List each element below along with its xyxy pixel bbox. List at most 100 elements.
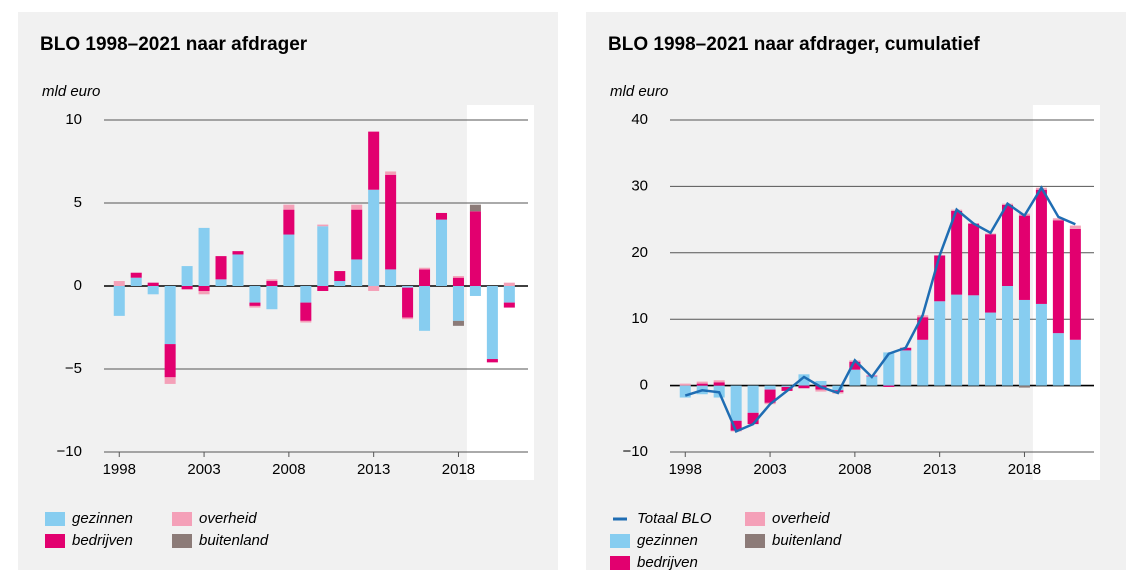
bar (130, 272, 142, 278)
bar (747, 412, 759, 425)
line (684, 185, 1076, 434)
bar (815, 380, 827, 386)
bar (815, 389, 827, 392)
bar (215, 256, 227, 280)
bar (351, 204, 363, 210)
bar (1052, 220, 1064, 334)
bar (832, 385, 844, 391)
bar (883, 352, 895, 386)
bar (368, 189, 380, 286)
bar (985, 234, 997, 313)
bar (469, 211, 481, 286)
bar (283, 204, 295, 210)
bar (385, 174, 397, 270)
bar (679, 383, 691, 386)
bar (164, 377, 176, 384)
chart-title: BLO 1998–2021 naar afdrager (40, 34, 308, 55)
bar (747, 385, 759, 413)
legend-label: bedrijven (637, 554, 698, 571)
bar (900, 347, 912, 351)
bar (181, 266, 193, 286)
bar (452, 286, 464, 321)
bar (968, 223, 980, 296)
bar (266, 281, 278, 286)
bar (866, 376, 878, 386)
legend-label: gezinnen (72, 510, 133, 527)
legend-label: bedrijven (72, 532, 133, 549)
bar (249, 302, 261, 306)
bar (985, 312, 997, 386)
bar (452, 320, 464, 326)
legend-label: Totaal BLO (637, 510, 712, 527)
bar (198, 286, 210, 291)
bar (435, 219, 448, 286)
bar (164, 286, 176, 345)
bar (249, 286, 261, 303)
bar (215, 279, 227, 286)
bar (764, 389, 776, 403)
x-tick-label: 2018 (1008, 461, 1041, 478)
legend-swatch (172, 512, 192, 526)
bar (317, 286, 329, 291)
bar (1069, 228, 1081, 340)
legend-label: overheid (772, 510, 830, 527)
bar (503, 282, 515, 286)
bar (317, 224, 329, 227)
bar (1035, 303, 1047, 386)
bar (164, 344, 176, 378)
bar (951, 210, 963, 295)
bar (968, 295, 980, 386)
bar (503, 302, 515, 308)
bar (917, 317, 929, 340)
y-tick-label: −5 (65, 360, 82, 377)
bar (113, 286, 125, 316)
bar (469, 286, 481, 296)
y-axis-label: mld euro (42, 83, 100, 100)
bar (730, 385, 742, 421)
bar (1052, 333, 1064, 386)
bar (469, 204, 481, 212)
bar (419, 267, 431, 270)
bar (486, 286, 498, 360)
x-tick-label: 2018 (442, 461, 475, 478)
bar (147, 282, 159, 286)
bar (130, 277, 142, 286)
bar (1001, 286, 1014, 386)
bar (351, 209, 363, 260)
bar (317, 226, 329, 286)
x-tick-label: 2003 (753, 461, 786, 478)
bar (764, 385, 776, 390)
bar (300, 302, 312, 321)
legend-label: gezinnen (637, 532, 698, 549)
bar (300, 286, 312, 303)
bar (385, 269, 397, 286)
bar (368, 131, 380, 190)
bar (283, 209, 295, 235)
x-tick-label: 2008 (272, 461, 305, 478)
bar (1069, 339, 1081, 386)
y-tick-label: 10 (65, 111, 82, 128)
legend-swatch (45, 534, 65, 548)
y-tick-label: −10 (623, 443, 648, 460)
bar (351, 259, 363, 286)
bar (334, 271, 346, 282)
bar (503, 286, 515, 303)
bar (934, 255, 946, 302)
bar (113, 281, 125, 286)
bar (402, 317, 414, 320)
y-tick-label: 5 (74, 194, 82, 211)
chart-title: BLO 1998–2021 naar afdrager, cumulatief (608, 34, 980, 55)
bar (419, 269, 431, 286)
bar (1018, 299, 1030, 386)
bar (435, 212, 448, 220)
bar (452, 276, 464, 278)
legend-label: buitenland (199, 532, 269, 549)
bar (951, 294, 963, 386)
bar (385, 171, 397, 175)
bar (266, 279, 278, 282)
bar (798, 385, 810, 389)
bar (147, 286, 159, 295)
bar (781, 385, 793, 387)
bar (679, 385, 691, 398)
